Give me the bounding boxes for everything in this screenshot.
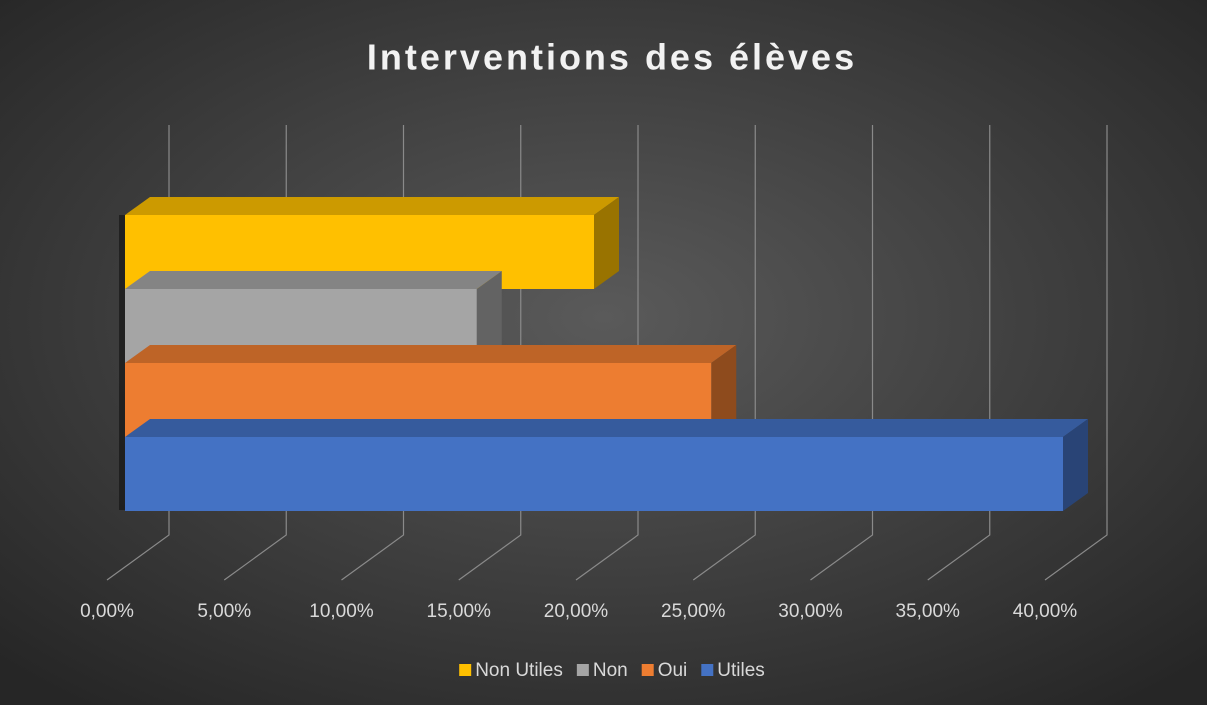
legend-label: Non xyxy=(593,660,628,681)
bar-side xyxy=(476,271,502,363)
chart-title: Interventions des élèves xyxy=(367,37,857,78)
bar-side xyxy=(711,345,737,437)
grid-line xyxy=(575,125,639,581)
bar-top xyxy=(125,271,502,289)
x-tick-label: 10,00% xyxy=(309,601,374,622)
bar-side xyxy=(1063,419,1088,511)
grid: 0,00% 5,00% 10,00% 15,00% 20,00% 25,00% 30,00%… xyxy=(80,125,1108,622)
wall-shadow xyxy=(119,215,127,510)
x-tick-label: 40,00% xyxy=(1013,601,1078,622)
bars xyxy=(125,197,1088,511)
grid-line xyxy=(810,125,874,581)
x-tick-label: 25,00% xyxy=(661,601,726,622)
bar-front xyxy=(125,437,1063,511)
legend-label: Oui xyxy=(658,660,688,681)
grid-line xyxy=(692,125,756,581)
grid-line xyxy=(927,125,991,581)
legend-swatch xyxy=(576,664,589,676)
legend-swatch xyxy=(701,664,714,676)
x-tick-label: 5,00% xyxy=(197,601,251,622)
x-tick-label: 20,00% xyxy=(544,601,609,622)
bar xyxy=(125,419,1088,511)
legend-label: Utiles xyxy=(717,660,765,681)
x-tick-label: 15,00% xyxy=(427,601,492,622)
x-tick-label: 30,00% xyxy=(778,601,843,622)
bar-top xyxy=(125,419,1088,437)
bar-top xyxy=(125,197,619,215)
legend-swatch xyxy=(459,664,472,676)
legend: Non Utiles Non Oui Utiles xyxy=(459,660,765,681)
x-tick-label: 0,00% xyxy=(80,601,134,622)
x-tick-label: 35,00% xyxy=(896,601,961,622)
bar-side xyxy=(594,197,619,289)
grid-line xyxy=(1044,125,1108,581)
legend-swatch xyxy=(641,664,654,676)
bar-top xyxy=(125,345,737,363)
legend-label: Non Utiles xyxy=(475,660,563,681)
